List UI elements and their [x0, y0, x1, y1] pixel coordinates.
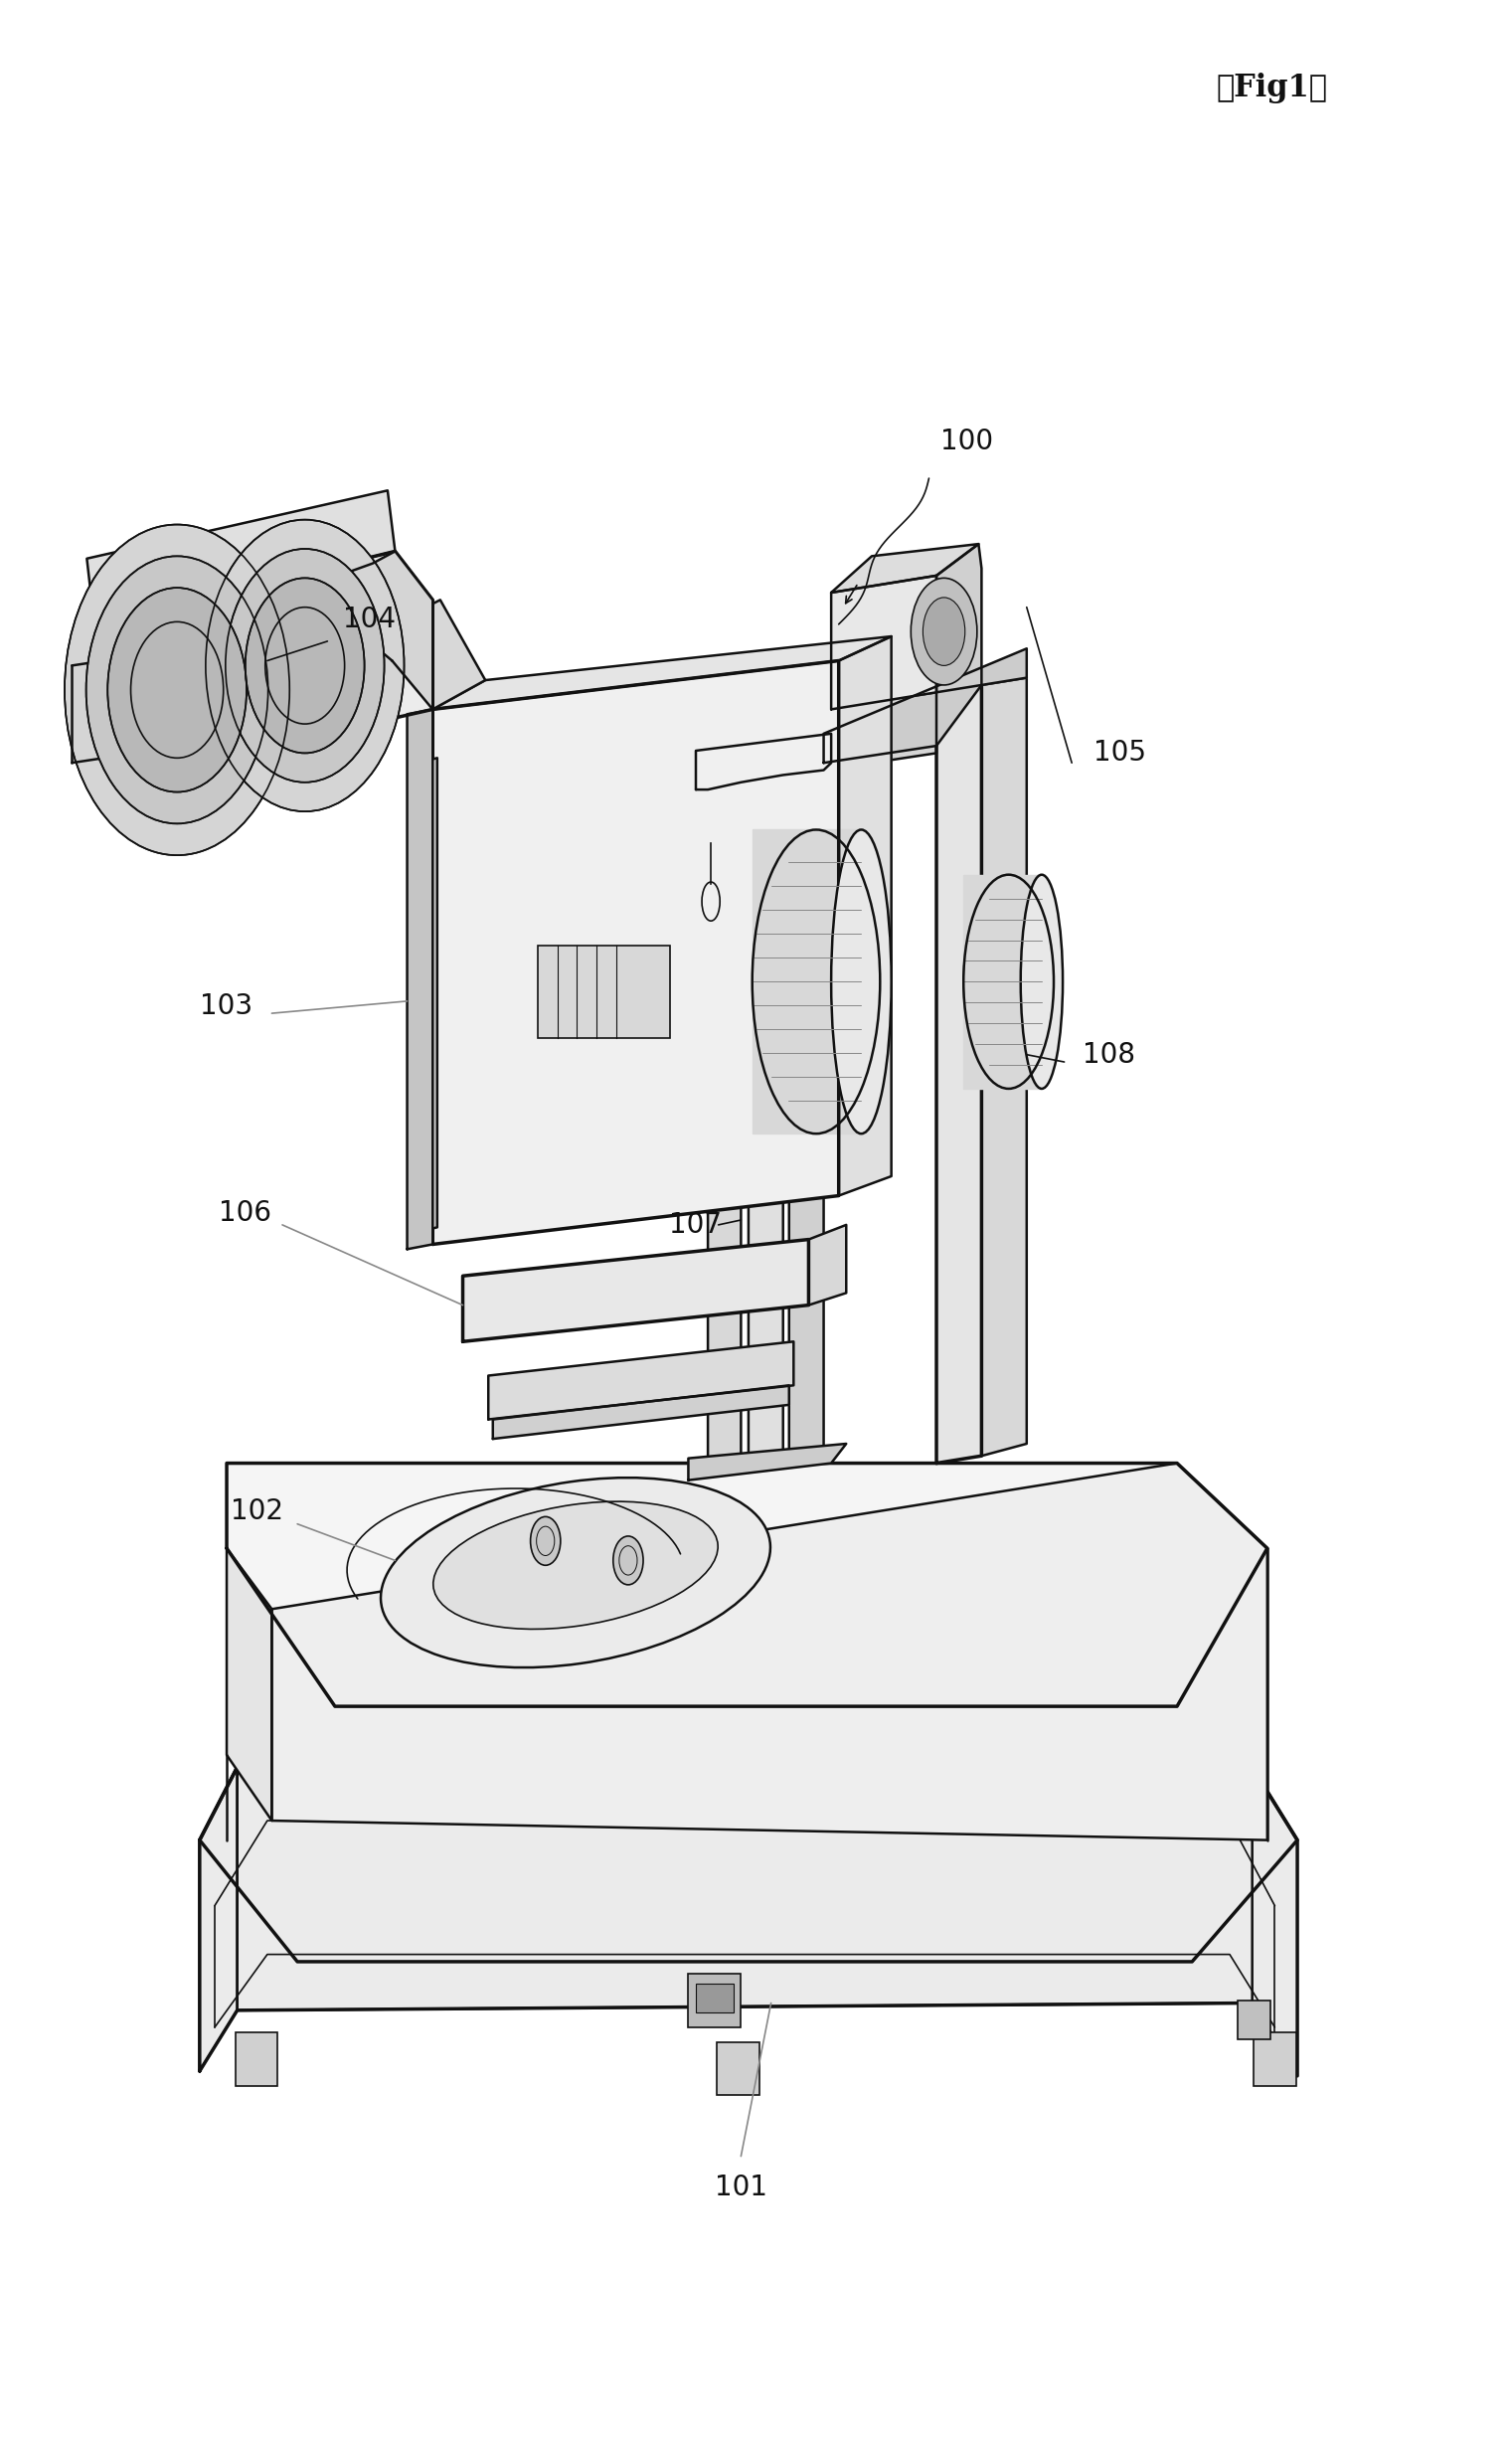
Text: 107: 107 [670, 1210, 723, 1240]
Polygon shape [936, 686, 981, 1464]
Polygon shape [708, 783, 741, 1476]
Polygon shape [463, 1240, 809, 1342]
Text: 102: 102 [230, 1498, 283, 1525]
Circle shape [910, 578, 977, 686]
Text: 105: 105 [1093, 739, 1146, 766]
Ellipse shape [753, 830, 880, 1135]
Polygon shape [981, 678, 1027, 1457]
Polygon shape [936, 544, 981, 693]
Circle shape [531, 1518, 561, 1566]
Text: 106: 106 [218, 1198, 271, 1227]
Circle shape [922, 598, 965, 666]
Polygon shape [227, 1464, 1267, 1706]
Bar [696, 1984, 733, 2013]
Ellipse shape [86, 556, 268, 825]
Polygon shape [200, 1767, 1297, 1962]
Polygon shape [71, 637, 265, 764]
Ellipse shape [832, 830, 892, 1135]
Polygon shape [493, 1386, 789, 1440]
Circle shape [614, 1537, 643, 1584]
Polygon shape [488, 1342, 794, 1420]
Bar [236, 2033, 278, 2086]
Polygon shape [392, 600, 485, 710]
Text: 104: 104 [343, 605, 396, 634]
Polygon shape [832, 544, 978, 593]
Polygon shape [432, 661, 839, 1244]
Ellipse shape [245, 578, 364, 754]
Polygon shape [809, 1225, 847, 1305]
Polygon shape [696, 734, 832, 791]
Text: 【Fig1】: 【Fig1】 [1216, 73, 1328, 102]
Polygon shape [305, 551, 432, 710]
Polygon shape [94, 551, 432, 783]
Polygon shape [200, 1767, 1297, 2076]
Text: 103: 103 [200, 993, 253, 1020]
Polygon shape [227, 1549, 272, 1820]
Ellipse shape [225, 549, 384, 783]
Polygon shape [839, 637, 892, 1196]
Polygon shape [832, 576, 936, 710]
Text: 108: 108 [1083, 1042, 1136, 1069]
Polygon shape [417, 759, 437, 1232]
Polygon shape [86, 490, 395, 625]
Polygon shape [748, 776, 783, 1469]
Bar [688, 1974, 741, 2028]
Ellipse shape [107, 588, 246, 793]
Polygon shape [407, 710, 432, 1249]
Polygon shape [789, 771, 824, 1459]
Text: 100: 100 [940, 427, 993, 456]
Ellipse shape [1021, 874, 1063, 1088]
Ellipse shape [206, 520, 404, 813]
Polygon shape [272, 1464, 1267, 1840]
Polygon shape [753, 830, 862, 1135]
Bar [538, 944, 670, 1037]
Polygon shape [688, 1444, 847, 1481]
Polygon shape [824, 649, 1027, 764]
Ellipse shape [381, 1479, 770, 1667]
Ellipse shape [65, 525, 289, 856]
Ellipse shape [963, 874, 1054, 1088]
Text: 101: 101 [715, 2174, 767, 2201]
Polygon shape [963, 874, 1042, 1088]
Bar [1237, 2001, 1270, 2040]
Polygon shape [824, 693, 936, 771]
Polygon shape [200, 1767, 237, 2072]
Ellipse shape [434, 1501, 718, 1630]
Bar [717, 2042, 759, 2096]
Polygon shape [212, 617, 376, 730]
Polygon shape [432, 637, 892, 710]
Bar [1253, 2033, 1296, 2086]
Polygon shape [237, 1767, 1252, 2011]
